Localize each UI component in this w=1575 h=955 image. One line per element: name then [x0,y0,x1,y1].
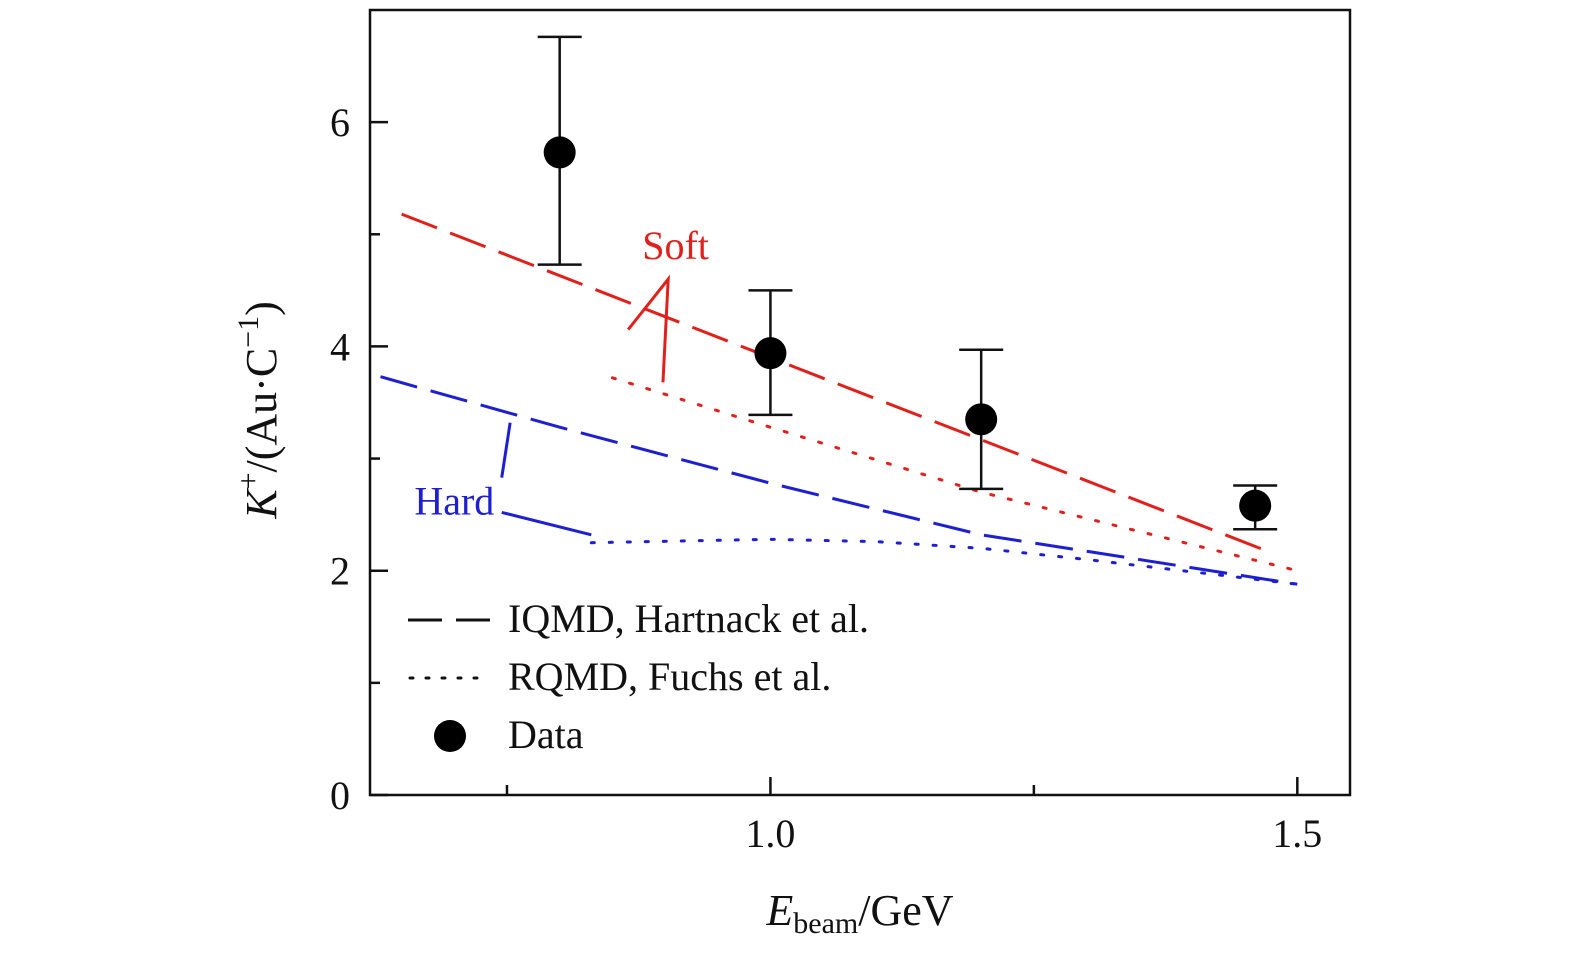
y-tick-label-1: 2 [330,549,350,594]
series-hard-dashed [380,375,1298,586]
y-axis-title: K+/(Au·C−1) [232,301,286,520]
x-axis-title: Ebeam/GeV [765,886,953,940]
series-layer [380,212,1299,586]
annotation-hard-label: Hard [414,479,494,524]
annotation-soft-leader [626,274,670,383]
legend-label-1: RQMD, Fuchs et al. [508,654,831,699]
axis-ticks: 1.0 1.5 0 2 4 6 [330,100,1322,856]
annotation-layer: Soft Hard [414,223,709,537]
legend-label-0: IQMD, Hartnack et al. [508,596,869,641]
y-tick-label-3: 6 [330,100,350,145]
legend-swatch-marker [434,720,466,752]
annotation-hard-leader-lower [501,510,592,537]
x-tick-label-0: 1.0 [745,811,795,856]
series-soft-dotted [610,376,1299,573]
series-hard-dotted [589,537,1299,586]
annotation-hard-leader-upper [500,422,512,478]
plot-border [368,8,1352,797]
y-tick-label-2: 4 [330,324,350,369]
data-point-2 [965,403,998,436]
data-point-3 [1239,489,1272,522]
plot-frame [368,8,1352,797]
x-tick-label-1: 1.5 [1272,811,1322,856]
data-points [537,35,1278,531]
legend-label-2: Data [508,712,584,757]
y-tick-label-0: 0 [330,773,350,818]
data-point-1 [754,337,787,370]
legend: IQMD, Hartnack et al. RQMD, Fuchs et al. D… [408,596,869,757]
annotation-soft-label: Soft [642,223,709,268]
data-point-0 [543,136,576,169]
